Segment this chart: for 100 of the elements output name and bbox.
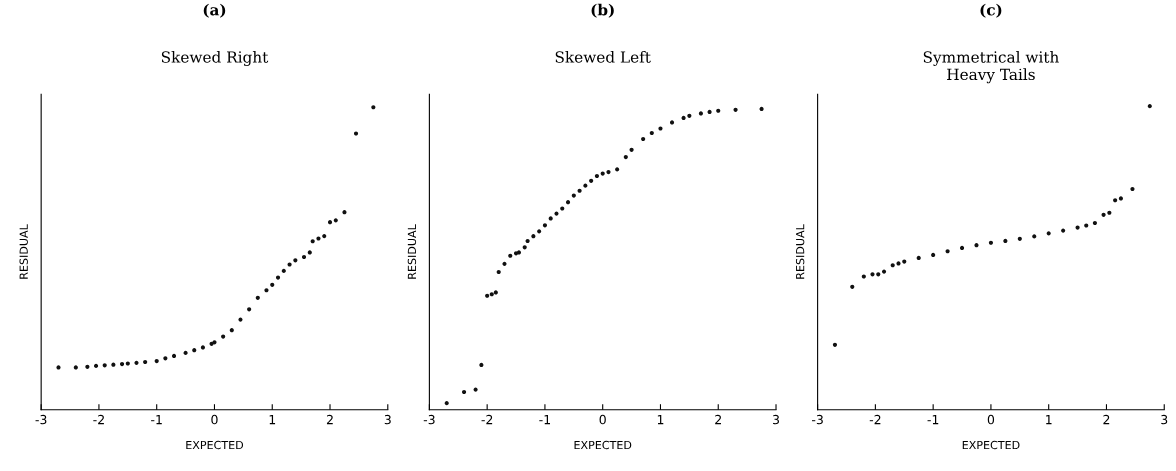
point	[502, 261, 507, 266]
point	[649, 130, 654, 136]
x-tick-label: 0	[987, 414, 995, 425]
y-axis-title: RESIDUAL	[19, 224, 28, 279]
point	[102, 363, 107, 368]
point	[876, 272, 881, 277]
point	[698, 111, 703, 116]
point	[119, 362, 125, 367]
point	[589, 178, 594, 183]
x-tick-label: 0	[211, 414, 218, 425]
x-tick-label: 1	[1046, 415, 1052, 425]
x-axis-title: EXPECTED	[962, 440, 1020, 450]
point	[548, 216, 553, 221]
point	[508, 253, 513, 258]
point	[171, 353, 177, 358]
point	[974, 243, 979, 248]
point	[333, 218, 338, 223]
point	[322, 234, 327, 239]
x-tick-label: 3	[384, 414, 391, 425]
x-tick-label: 2	[715, 414, 721, 425]
x-tick-label: 1	[269, 415, 276, 425]
point	[1032, 234, 1037, 239]
point	[759, 106, 764, 111]
point	[444, 401, 449, 406]
x-axis-title: EXPECTED	[186, 440, 244, 450]
chart-title: (b)	[591, 3, 614, 18]
point	[716, 108, 721, 113]
point	[525, 238, 530, 244]
point	[247, 307, 252, 312]
point	[537, 229, 542, 234]
point	[316, 236, 321, 241]
chart-title: (a)	[203, 3, 226, 18]
point	[496, 269, 501, 275]
point	[1046, 231, 1051, 236]
x-tick-label: 3	[772, 414, 779, 425]
point	[307, 250, 312, 255]
point	[342, 210, 347, 215]
point	[1003, 238, 1008, 244]
chart-subtitle: Skewed Left	[555, 50, 651, 63]
point	[850, 284, 855, 289]
point	[143, 359, 148, 365]
point	[1017, 236, 1022, 241]
point	[988, 240, 994, 245]
point	[669, 120, 675, 125]
point	[1084, 223, 1089, 228]
x-axis-title: EXPECTED	[574, 440, 632, 450]
point	[479, 362, 484, 368]
point	[542, 223, 548, 228]
point	[85, 364, 90, 369]
x-tick-label: -1	[927, 415, 939, 425]
x-tick-label: -2	[869, 414, 881, 425]
point	[93, 363, 99, 368]
point	[353, 131, 359, 136]
point	[371, 105, 376, 110]
point	[221, 334, 226, 339]
point	[485, 293, 490, 298]
x-tick-label: 3	[1161, 414, 1168, 425]
point	[945, 249, 950, 254]
chart-subtitle: Skewed Right	[161, 50, 269, 66]
point	[134, 360, 139, 365]
point	[163, 356, 168, 361]
point	[594, 173, 600, 179]
point	[681, 115, 686, 121]
x-tick-label: -2	[481, 414, 493, 425]
x-tick-label: 0	[599, 414, 606, 425]
point	[111, 362, 116, 367]
point	[1107, 210, 1112, 215]
point	[183, 350, 188, 355]
point	[641, 136, 646, 142]
point	[861, 274, 866, 279]
point	[281, 268, 286, 273]
y-axis-title: RESIDUAL	[795, 224, 805, 279]
point	[902, 259, 907, 264]
point	[733, 107, 738, 112]
x-tick-label: -3	[35, 414, 47, 425]
point	[931, 252, 936, 257]
x-tick-label: -3	[423, 414, 435, 425]
point	[890, 263, 895, 268]
y-axis-title: RESIDUAL	[407, 224, 417, 279]
point	[916, 255, 921, 261]
point	[1061, 228, 1066, 233]
point	[707, 109, 712, 114]
point	[154, 358, 159, 364]
point	[255, 295, 260, 300]
point	[565, 200, 571, 205]
point	[629, 147, 634, 152]
x-tick-label: -2	[93, 414, 104, 425]
x-tick-label: 2	[1103, 414, 1110, 425]
point	[623, 154, 628, 160]
point	[293, 258, 298, 263]
point	[125, 361, 130, 366]
point	[192, 348, 197, 353]
point	[310, 239, 315, 244]
point	[832, 342, 838, 347]
point	[327, 220, 333, 225]
point	[606, 170, 611, 175]
chart-subtitle: Symmetrical with Heavy Tails	[923, 50, 1059, 84]
point	[615, 167, 620, 172]
x-tick-label: 2	[326, 414, 333, 425]
point	[1130, 186, 1135, 192]
